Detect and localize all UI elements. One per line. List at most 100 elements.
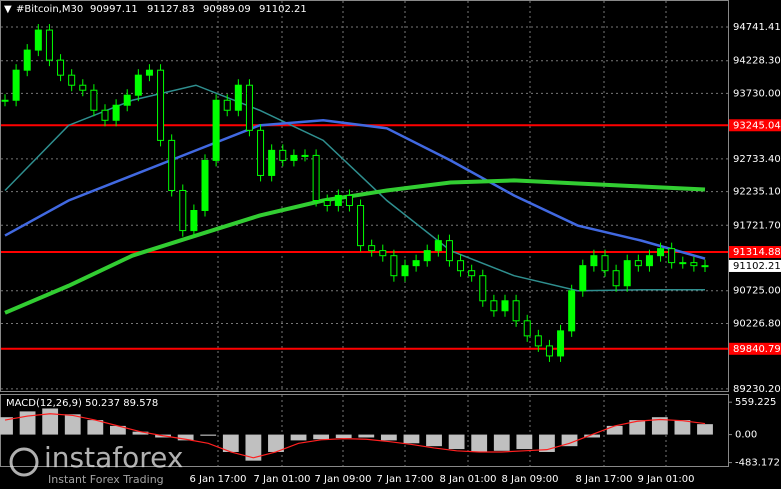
y-tick-label: 93730.00	[733, 88, 781, 99]
macd-bar	[0, 417, 13, 435]
macd-title: MACD(12,26,9) 50.237 89.578	[6, 398, 158, 409]
candle	[223, 99, 231, 111]
x-tick-label: 7 Jan 09:00	[315, 474, 372, 485]
y-tick-label: 92733.40	[733, 154, 781, 165]
candle	[368, 245, 376, 252]
candle	[45, 29, 53, 61]
macd-bar	[606, 425, 623, 435]
x-tick-label: 7 Jan 01:00	[254, 474, 311, 485]
header-open: 90997.11	[90, 4, 138, 15]
candle	[190, 210, 198, 232]
candle	[234, 84, 242, 111]
candle	[512, 300, 520, 322]
candle	[634, 260, 642, 267]
current-price-bg	[729, 259, 781, 272]
candle	[468, 270, 476, 277]
candle	[334, 194, 342, 207]
level-label: 93245.04	[733, 120, 781, 131]
level-label-bg	[729, 119, 781, 132]
x-tick-label: 9 Jan 01:00	[638, 474, 695, 485]
candle	[445, 240, 453, 262]
candle	[679, 262, 687, 265]
x-tick-label: 6 Jan 17:00	[190, 474, 247, 485]
macd-bar	[448, 434, 465, 450]
candle	[501, 300, 509, 312]
candle	[301, 154, 309, 157]
candle	[379, 250, 387, 257]
macd-bar	[516, 434, 533, 450]
macd-bar	[132, 431, 149, 435]
macd-bar	[290, 434, 307, 441]
candle	[668, 248, 676, 264]
macd-bar	[674, 420, 691, 435]
header-low: 90989.09	[203, 4, 251, 15]
macd-bar	[245, 434, 262, 461]
macd-signal	[4, 413, 706, 459]
x-tick-label: 8 Jan 09:00	[502, 474, 559, 485]
candle	[345, 194, 353, 207]
macd-tick-label: 559.225	[735, 397, 776, 408]
candle	[479, 275, 487, 302]
watermark-brand: instaforex	[44, 441, 183, 474]
moving-average	[4, 178, 706, 315]
x-tick-label: 7 Jan 17:00	[377, 474, 434, 485]
candle	[690, 262, 698, 267]
candle	[90, 89, 98, 111]
y-tick-label: 94228.30	[733, 56, 781, 67]
candle	[279, 149, 287, 161]
candle	[290, 154, 298, 161]
candle	[412, 260, 420, 267]
candle	[212, 99, 220, 161]
candle	[79, 84, 87, 91]
candle	[57, 59, 65, 76]
candle	[323, 200, 331, 207]
macd-bar	[177, 434, 194, 441]
candle	[101, 109, 109, 121]
macd-bar	[539, 434, 555, 452]
current-price-label: 91102.21	[733, 261, 781, 272]
candle	[257, 129, 265, 176]
macd-bar	[268, 434, 284, 452]
macd-bar	[493, 434, 510, 451]
macd-bar	[222, 434, 239, 452]
candle	[590, 255, 598, 267]
macd-bar	[313, 434, 330, 440]
macd-bar	[42, 408, 59, 435]
candle	[645, 255, 653, 267]
candle	[545, 345, 553, 357]
level-label-bg	[729, 342, 781, 355]
y-tick-label: 90725.00	[733, 286, 781, 297]
candle	[12, 69, 20, 101]
level-label: 91314.88	[733, 247, 781, 258]
candle	[134, 74, 142, 96]
candle	[245, 84, 253, 131]
candle	[579, 265, 587, 292]
candle	[557, 330, 565, 357]
candle	[145, 69, 153, 76]
candle	[534, 335, 542, 347]
header-arrow: ▼	[4, 4, 12, 15]
candle	[123, 94, 131, 106]
candle	[657, 248, 665, 257]
macd-bar	[651, 417, 668, 435]
moving-average	[4, 119, 706, 260]
x-tick-label: 8 Jan 17:00	[576, 474, 633, 485]
macd-bar	[426, 434, 442, 447]
macd-bar	[561, 434, 578, 447]
x-tick-label: 8 Jan 01:00	[440, 474, 497, 485]
macd-bar	[64, 414, 81, 435]
candle	[434, 240, 442, 252]
macd-bar	[629, 420, 646, 435]
level-label-bg	[729, 246, 781, 259]
candle	[1, 99, 9, 102]
candle	[701, 265, 709, 268]
y-tick-label: 91721.70	[733, 220, 781, 231]
y-tick-label: 89230.20	[733, 384, 781, 395]
candle	[168, 139, 176, 191]
candle	[112, 104, 120, 121]
header-close: 91102.21	[259, 4, 307, 15]
candle	[523, 320, 531, 337]
candle	[201, 159, 209, 212]
